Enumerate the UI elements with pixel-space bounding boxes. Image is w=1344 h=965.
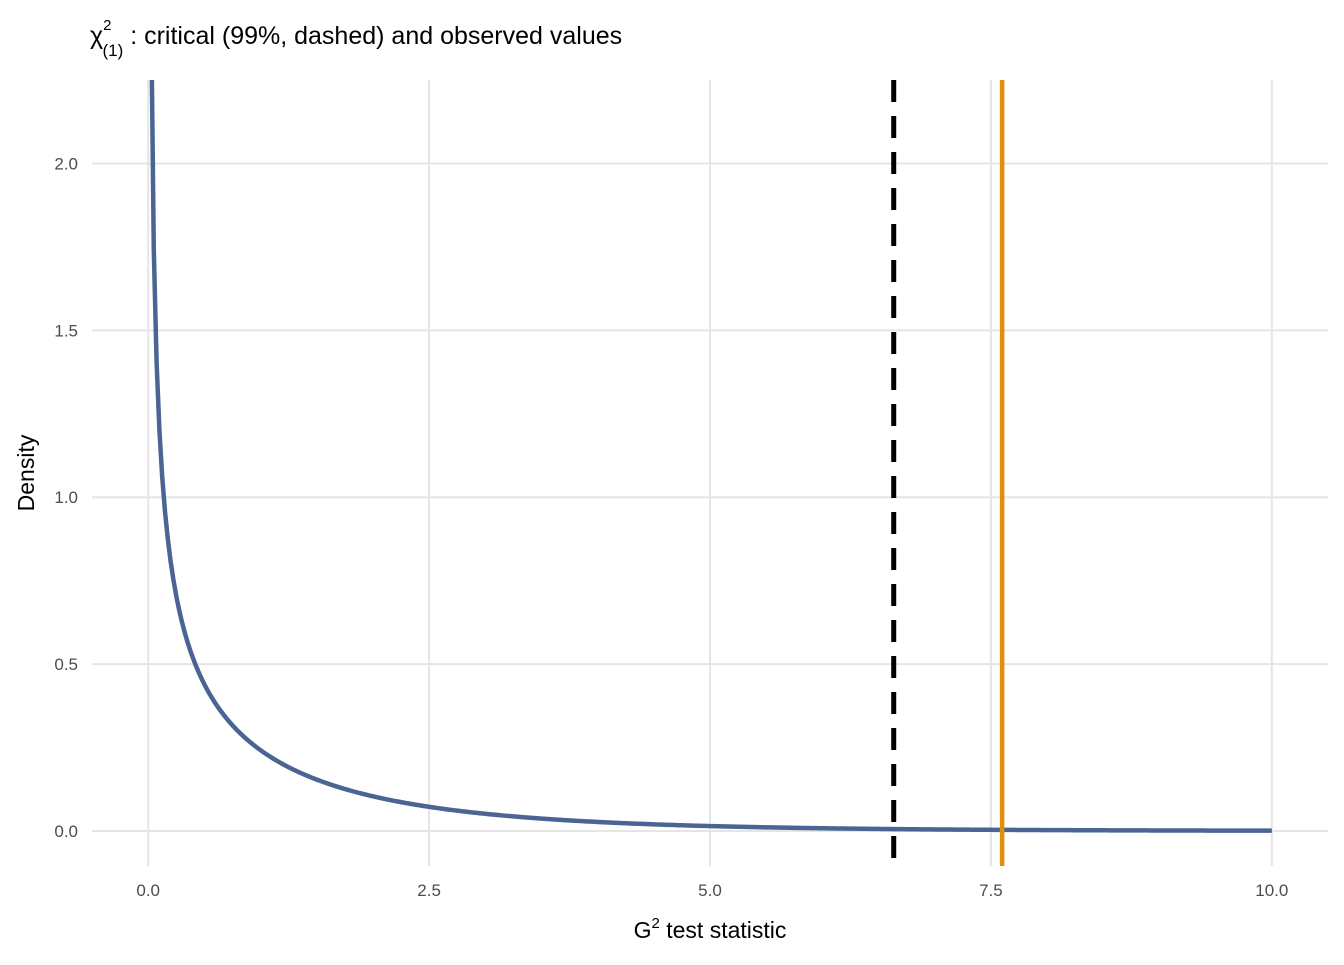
plot-area bbox=[149, 80, 1272, 866]
y-tick-label: 1.0 bbox=[54, 488, 78, 507]
x-tick-label: 7.5 bbox=[979, 881, 1003, 900]
y-axis-title: Density bbox=[13, 434, 39, 511]
x-tick-label: 0.0 bbox=[136, 881, 160, 900]
y-tick-label: 1.5 bbox=[54, 321, 78, 340]
x-axis-title: G2 test statistic bbox=[634, 915, 787, 943]
y-tick-label: 2.0 bbox=[54, 154, 78, 173]
ticks: 0.0 2.5 5.0 7.5 10.0 0.0 0.5 1.0 1.5 2.0 bbox=[54, 154, 1288, 900]
x-tick-label: 2.5 bbox=[417, 881, 441, 900]
density-curve bbox=[149, 80, 1272, 833]
grid bbox=[92, 80, 1328, 866]
chart-title: χ2 (1) : critical (99%, dashed) and obser… bbox=[90, 17, 622, 60]
x-tick-label: 10.0 bbox=[1255, 881, 1288, 900]
y-tick-label: 0.5 bbox=[54, 655, 78, 674]
x-tick-label: 5.0 bbox=[698, 881, 722, 900]
y-tick-label: 0.0 bbox=[54, 822, 78, 841]
